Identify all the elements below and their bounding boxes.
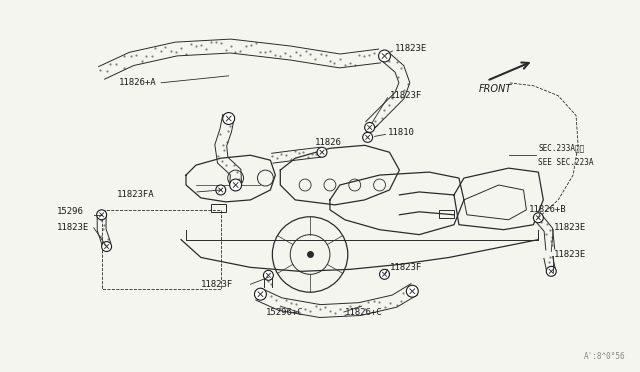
- Circle shape: [363, 132, 372, 142]
- Text: 11823E: 11823E: [554, 250, 586, 259]
- Circle shape: [406, 285, 419, 297]
- Text: 11823FA: 11823FA: [116, 190, 154, 199]
- Circle shape: [230, 179, 241, 191]
- Text: SEC.233A参照: SEC.233A参照: [538, 144, 584, 153]
- Text: 11823F: 11823F: [390, 263, 422, 272]
- Circle shape: [365, 122, 374, 132]
- Circle shape: [317, 147, 327, 157]
- Text: 11823E: 11823E: [554, 223, 586, 232]
- Circle shape: [216, 185, 226, 195]
- Circle shape: [533, 213, 543, 223]
- Text: 11826: 11826: [315, 138, 342, 147]
- Circle shape: [547, 266, 556, 276]
- Text: 11823F: 11823F: [390, 91, 422, 100]
- Circle shape: [255, 288, 266, 300]
- Circle shape: [223, 113, 235, 125]
- Text: FRONT: FRONT: [479, 84, 512, 94]
- Text: A':8^0°56: A':8^0°56: [584, 352, 626, 361]
- Text: 11826+C: 11826+C: [345, 308, 383, 317]
- Text: 11823E: 11823E: [57, 223, 89, 232]
- Text: 11823E: 11823E: [394, 44, 427, 52]
- Circle shape: [102, 241, 111, 251]
- Circle shape: [378, 50, 390, 62]
- Circle shape: [264, 270, 273, 280]
- Circle shape: [380, 269, 390, 279]
- Text: 11826+A: 11826+A: [118, 78, 156, 87]
- Text: SEE SEC.223A: SEE SEC.223A: [538, 158, 594, 167]
- Text: 11810: 11810: [387, 128, 414, 137]
- Text: 15296+C: 15296+C: [266, 308, 303, 317]
- Text: 11826+B: 11826+B: [529, 205, 566, 214]
- Text: 11823F: 11823F: [201, 280, 233, 289]
- Text: 15296: 15296: [57, 207, 84, 216]
- Circle shape: [97, 210, 107, 220]
